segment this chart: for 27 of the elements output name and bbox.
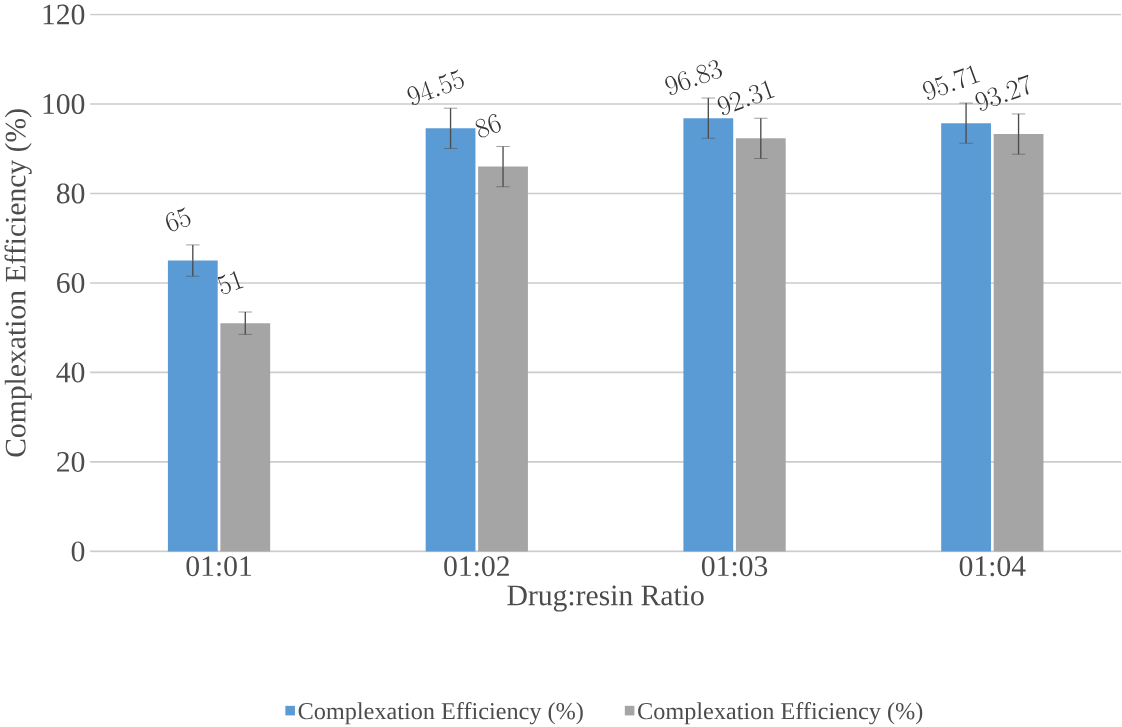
legend-label: Complexation Efficiency (%) [638,702,923,725]
bar [478,166,528,552]
y-tick-label: 120 [43,4,85,25]
y-tick-label: 0 [71,541,85,562]
data-label: 86 [475,114,501,138]
bar [941,123,991,552]
y-tick-label: 80 [56,183,85,204]
x-tick-label: 01:04 [959,556,1026,577]
y-tick-label: 20 [57,452,85,473]
bar [425,128,476,552]
legend-label: Complexation Efficiency (%) [298,702,583,725]
data-label: 94 . 55 [407,69,464,106]
bar [220,323,271,552]
x-tick-label: 01:03 [701,556,768,577]
x-tick-label: 01:02 [444,556,509,577]
data-label: 65 [166,207,191,232]
bar [167,260,218,552]
y-axis-title: Complexation Efficiency (%) [4,109,32,457]
y-tick-label: 100 [43,94,85,115]
bar [735,138,786,552]
y-tick-label: 40 [56,362,85,383]
data-label: 51 [217,271,244,295]
bar [683,118,734,552]
x-tick-label: 01:01 [186,556,251,577]
y-tick-label: 60 [57,273,85,294]
bar [993,134,1044,552]
x-axis-title: Drug:resin Ratio [507,585,704,612]
